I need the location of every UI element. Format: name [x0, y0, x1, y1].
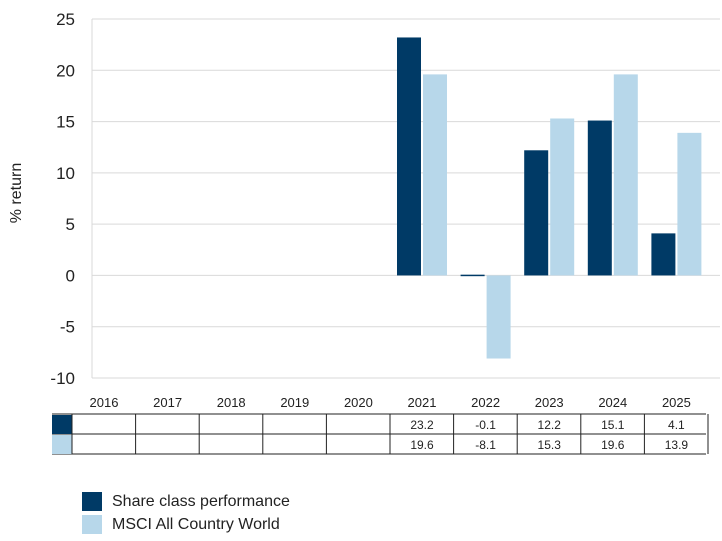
table-cell-value: 15.1 — [601, 418, 625, 432]
y-axis-title: % return — [8, 163, 25, 223]
y-tick-label: -5 — [60, 318, 75, 337]
x-tick-label: 2023 — [535, 395, 564, 410]
table-swatch-msci — [52, 435, 72, 454]
bar-msci — [677, 132, 702, 276]
y-tick-label: 25 — [56, 10, 75, 29]
y-tick-label: 15 — [56, 113, 75, 132]
legend-label-share-class: Share class performance — [112, 492, 290, 510]
legend-swatch-msci — [82, 515, 102, 534]
x-tick-label: 2025 — [662, 395, 691, 410]
bar-share-class — [397, 37, 421, 276]
table-cell-value: 15.3 — [538, 438, 562, 452]
bar-msci — [613, 74, 638, 276]
table-cell-value: 13.9 — [665, 438, 689, 452]
x-tick-label: 2024 — [598, 395, 627, 410]
bar-msci — [423, 74, 447, 276]
x-tick-label: 2020 — [344, 395, 373, 410]
x-tick-label: 2019 — [280, 395, 309, 410]
y-tick-label: 0 — [66, 266, 75, 285]
y-tick-label: 10 — [56, 164, 75, 183]
table-cell-value: 12.2 — [538, 418, 562, 432]
table-cell-value: 19.6 — [601, 438, 625, 452]
table-cell-value: 23.2 — [410, 418, 434, 432]
legend-label-msci: MSCI All Country World — [112, 515, 280, 533]
y-tick-label: 20 — [56, 61, 75, 80]
bars — [397, 37, 702, 359]
bar-msci — [550, 118, 575, 276]
table-cell-value: -8.1 — [475, 438, 496, 452]
legend-item-share-class: Share class performance — [82, 490, 290, 513]
table-swatch-share-class — [52, 415, 72, 434]
bar-share-class — [460, 274, 485, 277]
table-cell-value: 4.1 — [668, 418, 685, 432]
bar-msci — [486, 275, 511, 359]
data-table: 23.2 -0.1 12.2 15.1 4.1 19.6 -8.1 15.3 19.6 13.9 — [52, 413, 709, 455]
legend-item-msci: MSCI All Country World — [82, 513, 290, 536]
x-tick-label: 2018 — [217, 395, 246, 410]
y-tick-label: -10 — [50, 369, 75, 388]
y-axis-ticks: 25 20 15 10 5 0 -5 -10 — [50, 10, 75, 388]
x-tick-label: 2016 — [90, 395, 119, 410]
table-cell-value: -0.1 — [475, 418, 496, 432]
x-tick-label: 2017 — [153, 395, 182, 410]
y-tick-label: 5 — [66, 215, 75, 234]
x-tick-label: 2022 — [471, 395, 500, 410]
table-cell-value: 19.6 — [410, 438, 434, 452]
legend: Share class performance MSCI All Country… — [82, 490, 290, 536]
legend-swatch-share-class — [82, 492, 102, 511]
bar-share-class — [587, 120, 612, 276]
bar-share-class — [651, 233, 676, 276]
bar-share-class — [524, 150, 549, 276]
x-axis-labels: 2016 2017 2018 2019 2020 2021 2022 2023 2024 2025 — [90, 395, 691, 410]
x-tick-label: 2021 — [408, 395, 437, 410]
